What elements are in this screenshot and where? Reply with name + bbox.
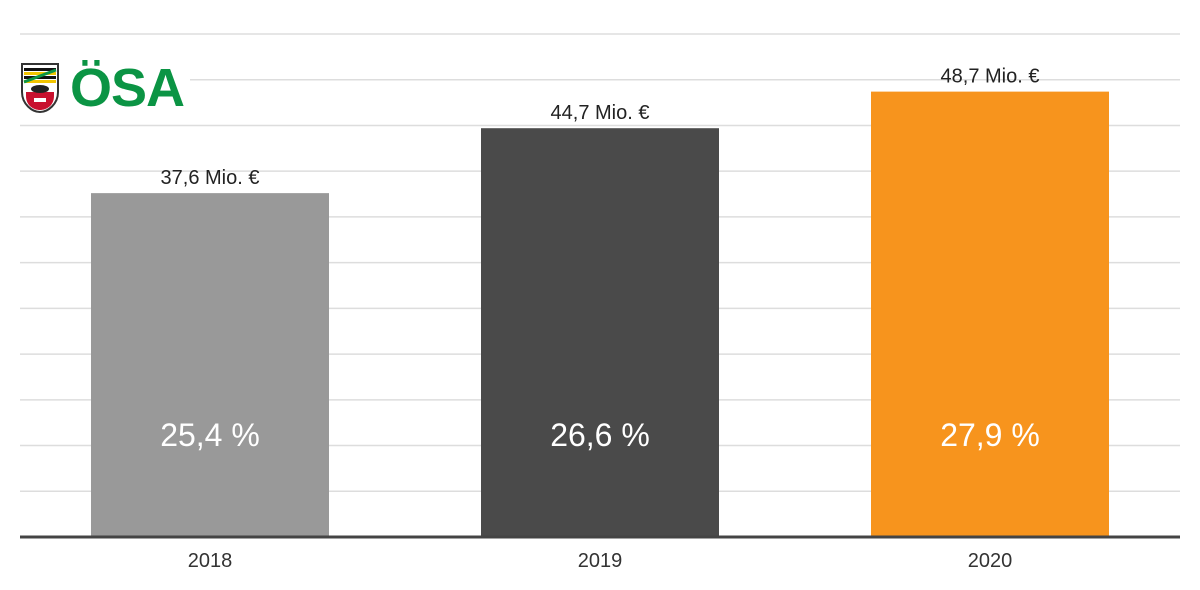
labels: 37,6 Mio. € 25,4 % 44,7 Mio. € 26,6 % 48,7 M… <box>160 66 1040 453</box>
bar-2018 <box>91 193 329 537</box>
bar-2020 <box>871 91 1109 537</box>
logo-text: ÖSA <box>70 58 185 118</box>
tick-label-2019: 2019 <box>578 550 623 572</box>
bars <box>91 91 1109 537</box>
value-label-2020: 48,7 Mio. € <box>941 66 1040 88</box>
value-label-2018: 37,6 Mio. € <box>161 167 260 189</box>
tick-label-2020: 2020 <box>968 550 1013 572</box>
coat-of-arms-icon <box>21 63 59 114</box>
value-label-2019: 44,7 Mio. € <box>551 102 650 124</box>
x-axis-ticks: 2018 2019 2020 <box>188 550 1013 572</box>
tick-label-2018: 2018 <box>188 550 233 572</box>
percent-label-2020: 27,9 % <box>940 417 1040 453</box>
logo: ÖSA <box>20 56 191 120</box>
percent-label-2019: 26,6 % <box>550 417 650 453</box>
percent-label-2018: 25,4 % <box>160 417 260 453</box>
bar-2019 <box>481 128 719 537</box>
